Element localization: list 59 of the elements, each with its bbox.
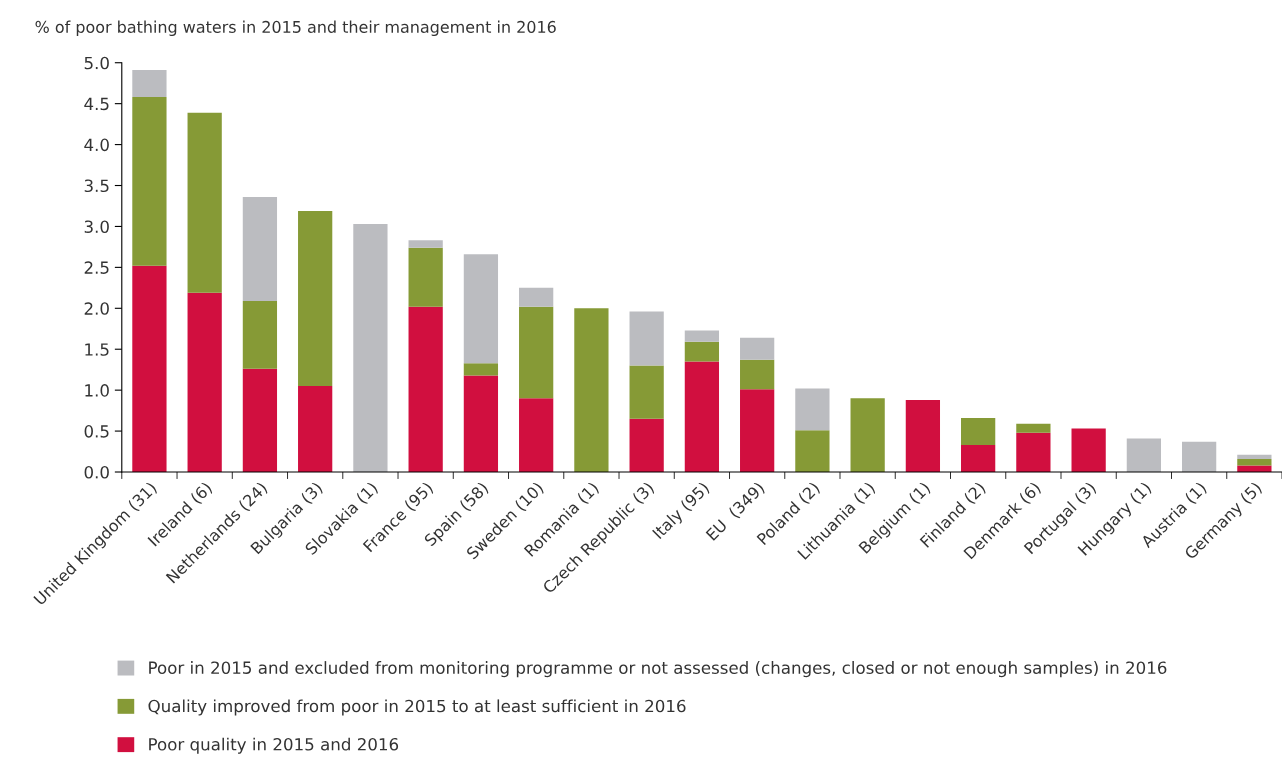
bar: [740, 389, 775, 473]
bar: [795, 430, 830, 473]
bar: [1237, 458, 1272, 466]
bar: [187, 112, 222, 293]
bar: [684, 341, 720, 362]
bar: [519, 287, 554, 307]
y-tick-label: 1.5: [85, 343, 109, 356]
legend-label: Poor quality in 2015 and 2016: [149, 737, 399, 754]
bar: [1016, 423, 1051, 433]
legend-label: Poor in 2015 and excluded from monitoring programme or not assessed (changes, closed or not enough samples) in 2016: [149, 661, 1167, 678]
y-tick-label: 2.5: [84, 261, 109, 274]
bar: [961, 417, 996, 445]
bar: [1016, 432, 1051, 473]
bar: [242, 300, 278, 369]
bar: [132, 97, 167, 266]
y-tick-label: 3.0: [84, 220, 109, 234]
y-axis-title: % of poor bathing waters in 2015 and their management in 2016: [35, 20, 556, 37]
bar: [740, 337, 775, 360]
bar: [684, 361, 720, 473]
bar: [187, 292, 222, 473]
y-tick-label: 0.5: [84, 425, 109, 438]
y-tick-label: 2.0: [84, 302, 109, 315]
bar: [684, 330, 720, 342]
bar: [298, 386, 333, 473]
bar: [519, 306, 554, 399]
y-tick-label: 1.0: [85, 384, 109, 397]
bar: [519, 398, 554, 473]
y-tick-label: 0.0: [84, 465, 109, 479]
bar: [629, 418, 664, 473]
bar: [353, 223, 388, 473]
bar: [1237, 465, 1272, 473]
bar: [463, 254, 499, 364]
bar: [132, 70, 167, 98]
bar: [795, 388, 830, 431]
bar: [408, 247, 443, 307]
bar: [463, 363, 499, 376]
legend-label: Quality improved from poor in 2015 to at least sufficient in 2016: [148, 699, 686, 716]
bar: [850, 398, 885, 473]
bar: [629, 365, 664, 419]
bar: [242, 368, 278, 473]
bar: [408, 240, 443, 248]
bar: [132, 265, 167, 473]
bar: [629, 311, 664, 366]
bar: [905, 399, 941, 473]
bar: [574, 308, 609, 473]
bar: [1237, 454, 1272, 459]
y-tick-label: 4.5: [84, 97, 109, 111]
bar: [1071, 428, 1106, 473]
bar: [1182, 441, 1217, 473]
y-tick-label: 5.0: [84, 56, 109, 70]
bar: [242, 196, 278, 301]
bar: [1126, 438, 1162, 473]
bar: [961, 444, 996, 473]
bar: [463, 375, 499, 473]
bar: [408, 306, 443, 473]
y-tick-label: 4.0: [84, 138, 109, 152]
bar: [740, 359, 775, 390]
y-tick-label: 3.5: [84, 179, 109, 193]
bar: [298, 210, 333, 387]
